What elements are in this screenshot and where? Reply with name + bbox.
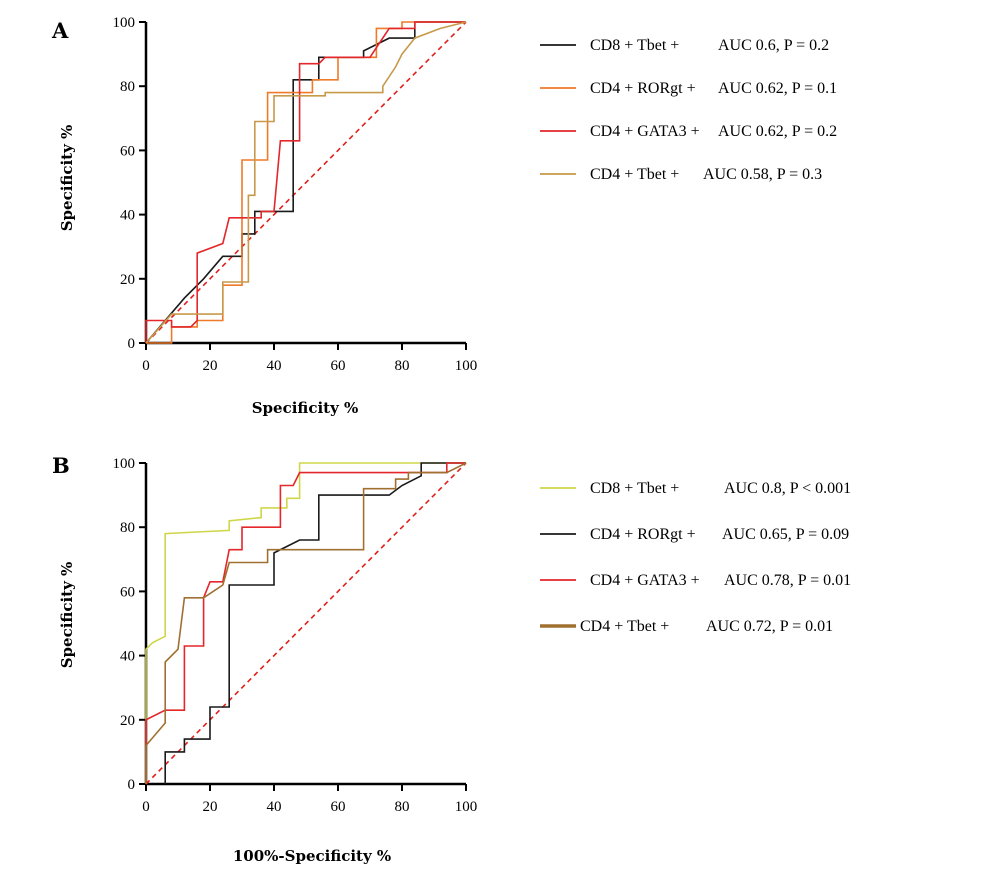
pb-x-tick-label: 40 [267,799,282,815]
pa-legend-label: CD8 + Tbet + [590,37,679,54]
pb-y-tick-label: 100 [113,456,136,472]
pa-x-tick-label: 20 [203,358,218,374]
pb-series-line-3 [145,462,466,784]
pb-legend-entry-4: CD4 + Tbet + AUC 0.72, P = 0.01 [540,618,833,635]
pb-y-tick-label: 80 [120,520,135,536]
panel-b-x-axis-title: 100%-Specificity % [233,847,391,865]
pb-x-tick-label: 80 [395,799,410,815]
pb-series-line-4 [145,462,467,784]
pa-legend-stat: AUC 0.62, P = 0.2 [718,123,837,140]
pb-x-tick-label: 60 [331,799,346,815]
panel-a-letter: A [51,18,69,43]
pb-legend-label: CD4 + Tbet + [580,618,669,635]
pa-y-tick-label: 20 [120,272,135,288]
pb-x-tick-label: 100 [455,799,478,815]
pa-x-tick-label: 100 [455,358,478,374]
pa-x-tick-label: 0 [142,358,150,374]
pa-y-tick-label: 100 [113,15,136,31]
pb-legend-entry-2: CD4 + RORgt + AUC 0.65, P = 0.09 [540,526,849,543]
pb-legend-label: CD4 + GATA3 + [590,572,700,589]
panel-b-letter: B [52,453,70,478]
panel-a-y-axis-title: Specificity % [58,125,76,232]
pa-y-tick-label: 40 [120,208,135,224]
pa-y-tick-label: 80 [120,79,135,95]
pb-legend-label: CD4 + RORgt + [590,526,696,543]
pb-legend-stat: AUC 0.78, P = 0.01 [724,572,851,589]
pa-legend-entry-3: CD4 + GATA3 + AUC 0.62, P = 0.2 [540,123,837,140]
pb-y-tick-label: 20 [120,713,135,729]
pb-legend-entry-3: CD4 + GATA3 + AUC 0.78, P = 0.01 [540,572,851,589]
pa-legend-entry-1: CD8 + Tbet + AUC 0.6, P = 0.2 [540,37,829,54]
pa-legend-entry-2: CD4 + RORgt + AUC 0.62, P = 0.1 [540,80,837,97]
pa-y-tick-label: 0 [128,336,136,352]
pa-series-line-3 [145,21,466,343]
pb-legend-stat: AUC 0.8, P < 0.001 [724,480,851,497]
pa-series-line-1 [145,21,466,344]
pb-reference-diagonal [145,462,467,785]
pb-legend-entry-1: CD8 + Tbet + AUC 0.8, P < 0.001 [540,480,851,497]
pa-legend-label: CD4 + GATA3 + [590,123,700,140]
pb-x-tick-label: 20 [203,799,218,815]
pb-legend-stat: AUC 0.72, P = 0.01 [706,618,833,635]
panel-a-x-axis-title: Specificity % [252,399,359,417]
pb-y-tick-label: 40 [120,649,135,665]
panel-b-chart: B Specificity % 100%-Specificity % 0 20 40… [52,453,851,865]
pb-y-tick-label: 0 [128,777,136,793]
pb-series-line-1 [145,462,466,784]
pa-x-tick-label: 80 [395,358,410,374]
pb-x-tick-label: 0 [142,799,150,815]
panel-b-y-axis-title: Specificity % [58,562,76,669]
panel-a-chart: A Specificity % Specificity % 0 20 40 60 80 1… [51,15,837,417]
pa-x-tick-label: 60 [331,358,346,374]
pa-legend-stat: AUC 0.58, P = 0.3 [703,166,822,183]
pa-legend-stat: AUC 0.6, P = 0.2 [718,37,829,54]
pa-reference-diagonal [145,21,467,344]
pa-series-line-4 [145,21,467,344]
pb-series-line-2 [164,462,466,784]
pb-y-tick-label: 60 [120,584,135,600]
pb-legend-label: CD8 + Tbet + [590,480,679,497]
pa-y-tick-label: 60 [120,143,135,159]
pa-x-tick-label: 40 [267,358,282,374]
pa-legend-stat: AUC 0.62, P = 0.1 [718,80,837,97]
pa-legend-label: CD4 + RORgt + [590,80,696,97]
pa-legend-label: CD4 + Tbet + [590,166,679,183]
pa-legend-entry-4: CD4 + Tbet + AUC 0.58, P = 0.3 [540,166,822,183]
pb-legend-stat: AUC 0.65, P = 0.09 [722,526,849,543]
